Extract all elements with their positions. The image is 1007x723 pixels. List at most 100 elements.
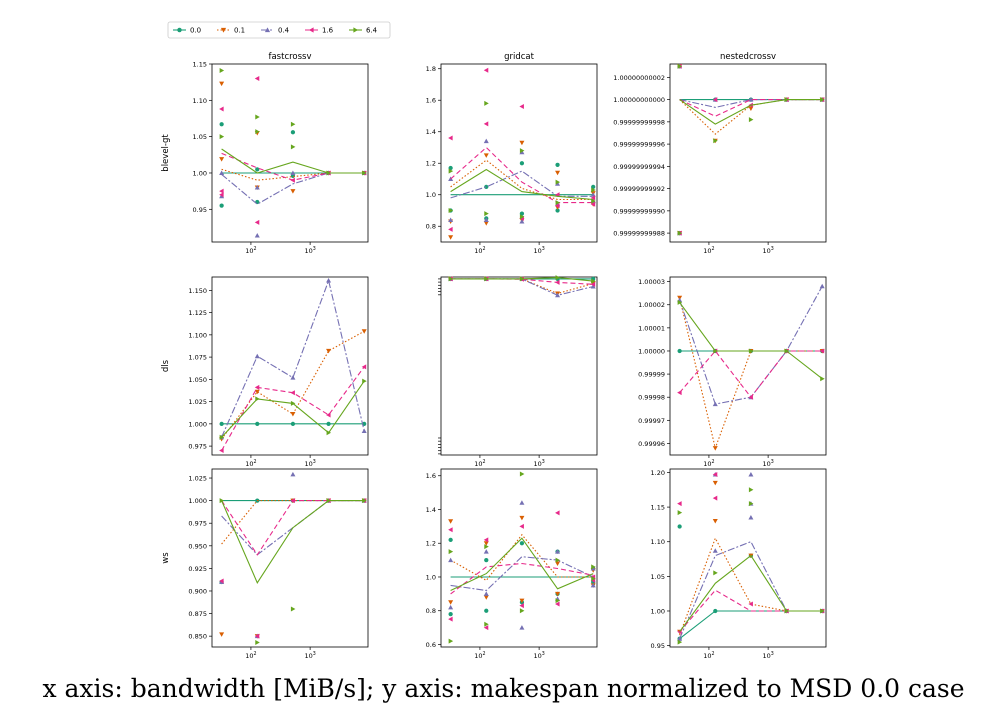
data-point — [555, 591, 561, 597]
series-6.4 — [448, 275, 596, 284]
series-0.0 — [677, 64, 825, 236]
data-point — [591, 187, 596, 193]
series-line — [679, 99, 823, 125]
data-point — [712, 518, 718, 524]
data-point — [555, 170, 561, 176]
data-point — [290, 412, 296, 417]
legend-item: 0.1 — [217, 27, 245, 35]
subplot-ws-gridcat: 0.6 0.8 1.0 1.2 1.4 1.6 102 103 — [426, 468, 598, 660]
data-point — [326, 348, 332, 354]
data-point — [555, 557, 561, 563]
data-point — [590, 195, 596, 201]
data-point — [555, 549, 561, 554]
x-tick-label: 102 — [245, 651, 256, 660]
data-point — [677, 348, 682, 354]
y-tick-label: 1.00000000000 — [613, 96, 665, 104]
data-point — [448, 611, 453, 617]
subplot-dls-nestedcrossv: 0.99996 0.99997 0.99998 0.99999 1.00000 1.000… — [638, 276, 827, 468]
x-tick-label: 103 — [533, 459, 544, 468]
series-1.6 — [219, 364, 367, 454]
x-tick-label: 103 — [304, 459, 315, 468]
data-point — [219, 421, 224, 426]
data-point — [483, 153, 489, 158]
series-1.6 — [219, 498, 367, 639]
data-point — [326, 278, 332, 283]
y-tick-label: 1.05 — [651, 573, 665, 581]
data-point — [290, 498, 295, 504]
data-point — [290, 189, 296, 194]
axes-frame — [211, 276, 369, 456]
y-tick-label: 0.975 — [188, 520, 207, 528]
data-point — [448, 519, 454, 524]
data-point — [448, 226, 453, 232]
series-line — [679, 589, 823, 633]
data-point — [448, 135, 453, 141]
y-tick-label: 1.025 — [188, 398, 207, 406]
series-6.4 — [677, 299, 825, 382]
data-point — [483, 595, 489, 600]
data-point — [483, 625, 489, 631]
data-point — [519, 161, 525, 166]
y-tick-label: 0.8 — [426, 607, 436, 615]
data-point — [519, 140, 525, 146]
series-1.6 — [677, 472, 825, 635]
data-point — [255, 167, 260, 172]
data-point — [290, 421, 296, 426]
x-tick-label: 103 — [304, 246, 315, 255]
y-tick-label: 1.00000000002 — [613, 74, 665, 82]
data-point — [748, 394, 753, 400]
data-point — [555, 292, 561, 298]
data-point — [555, 279, 560, 285]
data-point — [591, 576, 596, 582]
data-point — [712, 495, 718, 501]
x-tick-label: 102 — [245, 246, 256, 255]
y-tick-label: 1.0 — [426, 191, 436, 199]
data-point — [483, 217, 489, 222]
data-point — [519, 471, 525, 477]
data-point — [484, 608, 489, 613]
legend-label: 6.4 — [366, 27, 378, 35]
data-point — [713, 608, 718, 614]
x-tick-label: 103 — [304, 651, 315, 660]
data-point — [254, 389, 260, 395]
data-point — [677, 230, 683, 236]
data-point — [361, 329, 367, 334]
data-point — [555, 275, 561, 281]
data-point — [555, 208, 560, 213]
data-point — [555, 179, 561, 185]
legend-item: 0.0 — [173, 27, 201, 35]
series-0.1 — [677, 295, 825, 451]
data-point — [784, 97, 790, 103]
x-tick-label: 103 — [762, 651, 773, 660]
data-point — [290, 170, 296, 175]
data-point — [483, 541, 489, 546]
series-0.1 — [219, 498, 367, 639]
data-point — [519, 219, 525, 224]
y-tick-label: 0.99999999992 — [613, 185, 665, 193]
column-title: gridcat — [504, 52, 535, 62]
data-point — [448, 600, 454, 605]
data-point — [677, 299, 683, 305]
x-tick-label: 102 — [703, 651, 714, 660]
series-line — [679, 610, 823, 640]
y-tick-label: 1.20 — [651, 469, 665, 477]
data-point — [290, 390, 295, 396]
data-point — [254, 76, 260, 82]
y-tick-label: 1.00 — [193, 169, 207, 177]
axes-frame — [669, 63, 827, 243]
data-point — [819, 283, 825, 289]
data-point — [590, 281, 596, 287]
data-point — [290, 606, 296, 612]
series-0.0 — [448, 161, 596, 221]
y-tick-label: 1.000 — [188, 497, 207, 505]
data-point — [748, 514, 754, 520]
y-tick-label: 0.99999999996 — [613, 141, 665, 149]
series-0.4 — [677, 63, 825, 236]
subplot-blevel-gt-gridcat: gridcat 0.8 1.0 1.2 1.4 1.6 1.8 102 103 — [426, 52, 598, 255]
data-point — [519, 214, 525, 220]
series-1.6 — [677, 348, 825, 400]
data-point — [677, 63, 683, 69]
data-point — [254, 384, 260, 390]
data-point — [484, 276, 489, 282]
y-tick-label: 1.05 — [193, 133, 207, 141]
